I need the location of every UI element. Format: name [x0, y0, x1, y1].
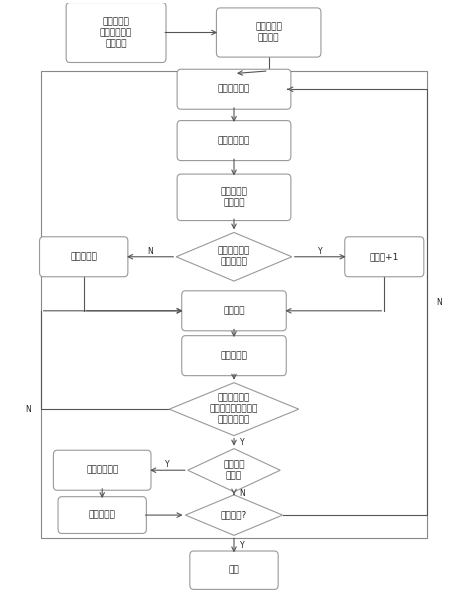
Bar — [41, 71, 427, 538]
Text: N: N — [26, 404, 31, 413]
FancyBboxPatch shape — [216, 8, 321, 57]
Text: 每个连通域面
积大小是否满足目标
物的最小面积: 每个连通域面 积大小是否满足目标 物的最小面积 — [210, 394, 258, 425]
Polygon shape — [176, 232, 292, 281]
Text: 进行参数连续: 进行参数连续 — [86, 466, 118, 475]
FancyBboxPatch shape — [58, 497, 146, 533]
FancyBboxPatch shape — [39, 237, 128, 277]
FancyBboxPatch shape — [177, 121, 291, 161]
FancyBboxPatch shape — [177, 174, 291, 221]
Text: 检测视频的帧: 检测视频的帧 — [218, 85, 250, 94]
Polygon shape — [188, 449, 280, 492]
Text: 逐像素进行
参数更新: 逐像素进行 参数更新 — [220, 187, 248, 208]
FancyBboxPatch shape — [190, 551, 278, 589]
Text: 初始化高斯
背景模型: 初始化高斯 背景模型 — [255, 22, 282, 43]
Text: 查找连通域: 查找连通域 — [220, 351, 248, 360]
FancyBboxPatch shape — [182, 291, 286, 331]
Text: Y: Y — [240, 437, 245, 446]
Text: N: N — [240, 489, 245, 498]
Text: 是否匹配上次
的高斯分布: 是否匹配上次 的高斯分布 — [218, 247, 250, 267]
Polygon shape — [169, 383, 299, 436]
FancyBboxPatch shape — [66, 2, 166, 62]
FancyBboxPatch shape — [177, 69, 291, 109]
Text: N: N — [437, 298, 442, 307]
FancyBboxPatch shape — [345, 237, 424, 277]
Text: 计数器归零: 计数器归零 — [89, 511, 116, 520]
Text: 计数器归零: 计数器归零 — [70, 252, 97, 261]
Text: Y: Y — [318, 247, 322, 256]
Text: 计数器达
到阈值: 计数器达 到阈值 — [223, 460, 245, 480]
FancyBboxPatch shape — [182, 335, 286, 376]
Polygon shape — [185, 495, 283, 535]
Text: 结束: 结束 — [229, 566, 239, 575]
Text: 更新背景模型: 更新背景模型 — [218, 136, 250, 145]
Text: 更新模型: 更新模型 — [223, 307, 245, 316]
Text: 系统终止?: 系统终止? — [221, 511, 247, 520]
Text: N: N — [147, 247, 153, 256]
Text: 将背景定义
为高斯模型的
初始分布: 将背景定义 为高斯模型的 初始分布 — [100, 17, 132, 48]
FancyBboxPatch shape — [53, 450, 151, 490]
Text: Y: Y — [165, 460, 170, 469]
Text: 计数器+1: 计数器+1 — [370, 252, 399, 261]
Text: Y: Y — [240, 541, 245, 550]
